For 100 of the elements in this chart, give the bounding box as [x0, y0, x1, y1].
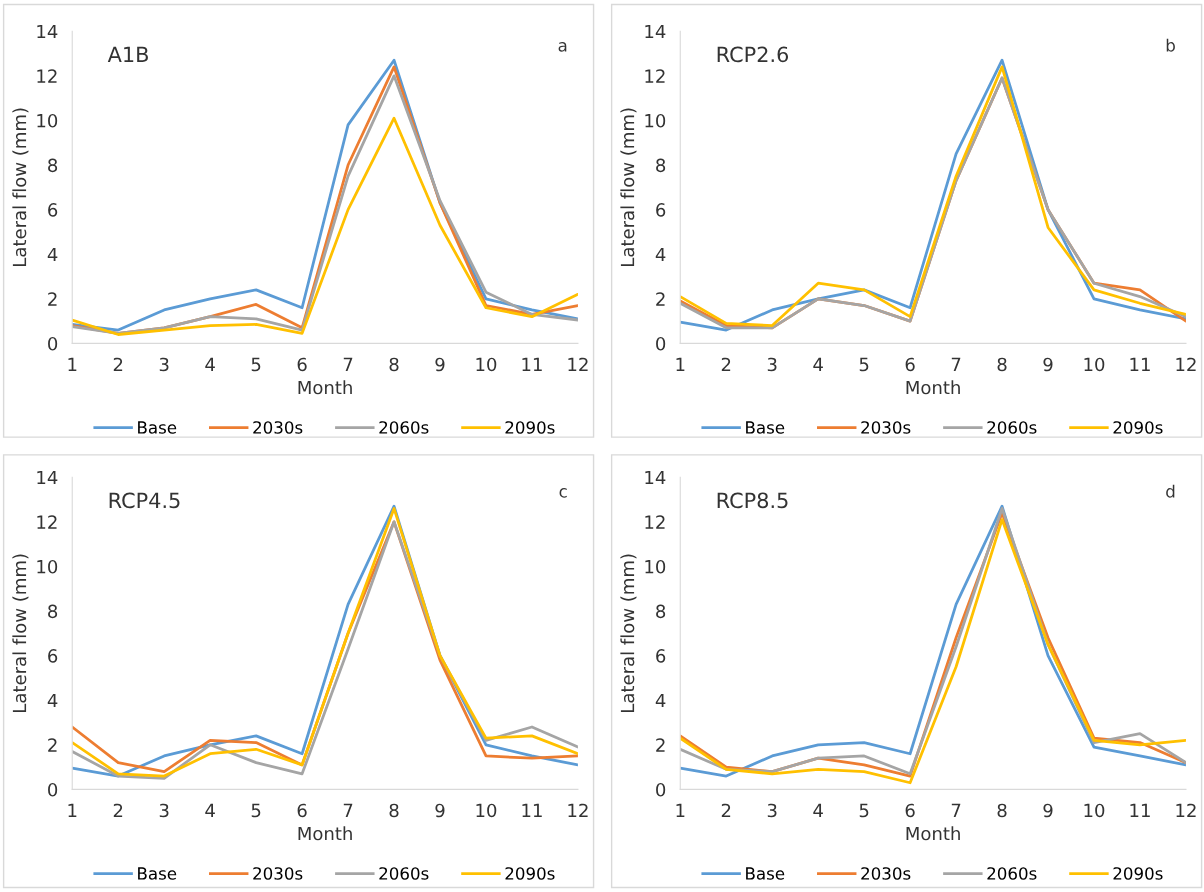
x-tick-label: 9: [435, 803, 445, 818]
x-tick-label: 3: [159, 357, 169, 372]
y-tick-label: 2: [48, 738, 57, 752]
x-tick-label: 7: [343, 803, 353, 818]
x-tick-label: 4: [205, 803, 215, 818]
legend-label: 2060s: [987, 421, 1037, 434]
x-tick-label: 1: [68, 357, 77, 372]
x-tick-label: 6: [297, 803, 307, 818]
x-axis-title: Month: [298, 826, 352, 841]
legend-label: 2060s: [379, 421, 429, 434]
x-tick-label: 5: [251, 357, 261, 372]
legend-label: Base: [746, 867, 785, 880]
x-tick-label: 7: [951, 357, 961, 372]
y-axis-title: Lateral flow (mm): [620, 554, 637, 712]
legend-label: 2060s: [987, 867, 1037, 880]
y-tick-label: 4: [655, 247, 666, 262]
x-tick-label: 9: [1043, 803, 1053, 818]
legend-label: Base: [138, 421, 177, 434]
y-tick-label: 6: [48, 203, 58, 217]
legend-label: 2090s: [505, 867, 555, 880]
text: RCP2.6: [717, 46, 789, 63]
x-tick-label: 7: [951, 803, 961, 818]
x-tick-label: 11: [522, 803, 542, 818]
x-tick-label: 1: [676, 803, 685, 818]
x-tick-label: 4: [813, 803, 823, 818]
x-tick-label: 8: [389, 357, 399, 372]
y-axis-title: Lateral flow (mm): [12, 554, 29, 712]
y-tick-label: 6: [656, 203, 666, 217]
x-tick-label: 12: [1176, 357, 1196, 372]
x-tick-label: 6: [297, 357, 307, 372]
x-tick-label: 4: [813, 357, 823, 372]
y-tick-label: 12: [37, 69, 57, 83]
y-tick-label: 10: [37, 113, 58, 128]
y-tick-label: 12: [645, 69, 665, 83]
x-tick-label: 2: [721, 803, 731, 818]
annotation: b: [1166, 38, 1175, 52]
x-tick-label: 11: [1130, 803, 1150, 818]
y-tick-label: 0: [656, 336, 666, 351]
y-tick-label: 2: [656, 738, 665, 752]
y-tick-label: 10: [645, 559, 666, 574]
y-tick-label: 4: [655, 693, 666, 708]
x-tick-label: 12: [1176, 803, 1196, 818]
legend-label: 2090s: [1113, 867, 1163, 880]
x-tick-label: 5: [859, 357, 869, 372]
annotation: c: [559, 488, 567, 498]
x-tick-label: 3: [159, 803, 169, 818]
x-tick-label: 7: [343, 357, 353, 372]
y-tick-label: 8: [48, 158, 58, 173]
text: RCP8.5: [717, 492, 788, 509]
x-tick-label: 4: [205, 357, 215, 372]
legend-label: 2090s: [1113, 421, 1163, 434]
y-tick-label: 0: [656, 782, 666, 797]
x-tick-label: 8: [997, 803, 1007, 818]
y-tick-label: 14: [645, 24, 666, 39]
y-tick-label: 12: [645, 515, 665, 529]
x-tick-label: 11: [1130, 357, 1150, 372]
y-axis-title: Lateral flow (mm): [12, 108, 29, 266]
y-tick-label: 14: [37, 470, 58, 485]
y-tick-label: 8: [656, 604, 666, 619]
x-tick-label: 3: [767, 803, 777, 818]
x-tick-label: 1: [676, 357, 685, 372]
x-tick-label: 5: [251, 803, 261, 818]
x-tick-label: 10: [476, 357, 497, 372]
x-tick-label: 2: [721, 357, 731, 372]
x-tick-label: 8: [389, 803, 399, 818]
x-tick-label: 1: [68, 803, 77, 818]
y-tick-label: 14: [37, 24, 58, 39]
x-tick-label: 10: [1084, 357, 1105, 372]
legend-label: 2030s: [861, 867, 911, 880]
y-tick-label: 2: [48, 292, 57, 306]
x-tick-label: 12: [568, 357, 588, 372]
y-axis-title: Lateral flow (mm): [620, 108, 637, 266]
y-tick-label: 2: [656, 292, 665, 306]
x-tick-label: 11: [522, 357, 542, 372]
x-axis-title: Month: [906, 826, 960, 841]
y-tick-label: 8: [48, 604, 58, 619]
text: A1B: [107, 46, 148, 62]
y-tick-label: 10: [37, 559, 58, 574]
y-tick-label: 4: [47, 693, 58, 708]
y-tick-label: 4: [47, 247, 58, 262]
x-tick-label: 2: [113, 803, 123, 818]
legend-label: 2030s: [861, 421, 911, 434]
legend-label: 2060s: [379, 867, 429, 880]
x-tick-label: 10: [476, 803, 497, 818]
annotation: a: [558, 42, 567, 52]
x-tick-label: 8: [997, 357, 1007, 372]
x-tick-label: 12: [568, 803, 588, 818]
legend-label: 2030s: [253, 421, 303, 434]
text: RCP4.5: [109, 492, 180, 509]
x-tick-label: 10: [1084, 803, 1105, 818]
y-tick-label: 8: [656, 158, 666, 173]
y-tick-label: 14: [645, 470, 666, 485]
x-tick-label: 2: [113, 357, 123, 372]
y-tick-label: 6: [656, 649, 666, 663]
y-tick-label: 10: [645, 113, 666, 128]
x-tick-label: 9: [1043, 357, 1053, 372]
legend-label: Base: [138, 867, 177, 880]
x-axis-title: Month: [906, 380, 960, 395]
legend-label: Base: [746, 421, 785, 434]
y-tick-label: 0: [48, 336, 58, 351]
